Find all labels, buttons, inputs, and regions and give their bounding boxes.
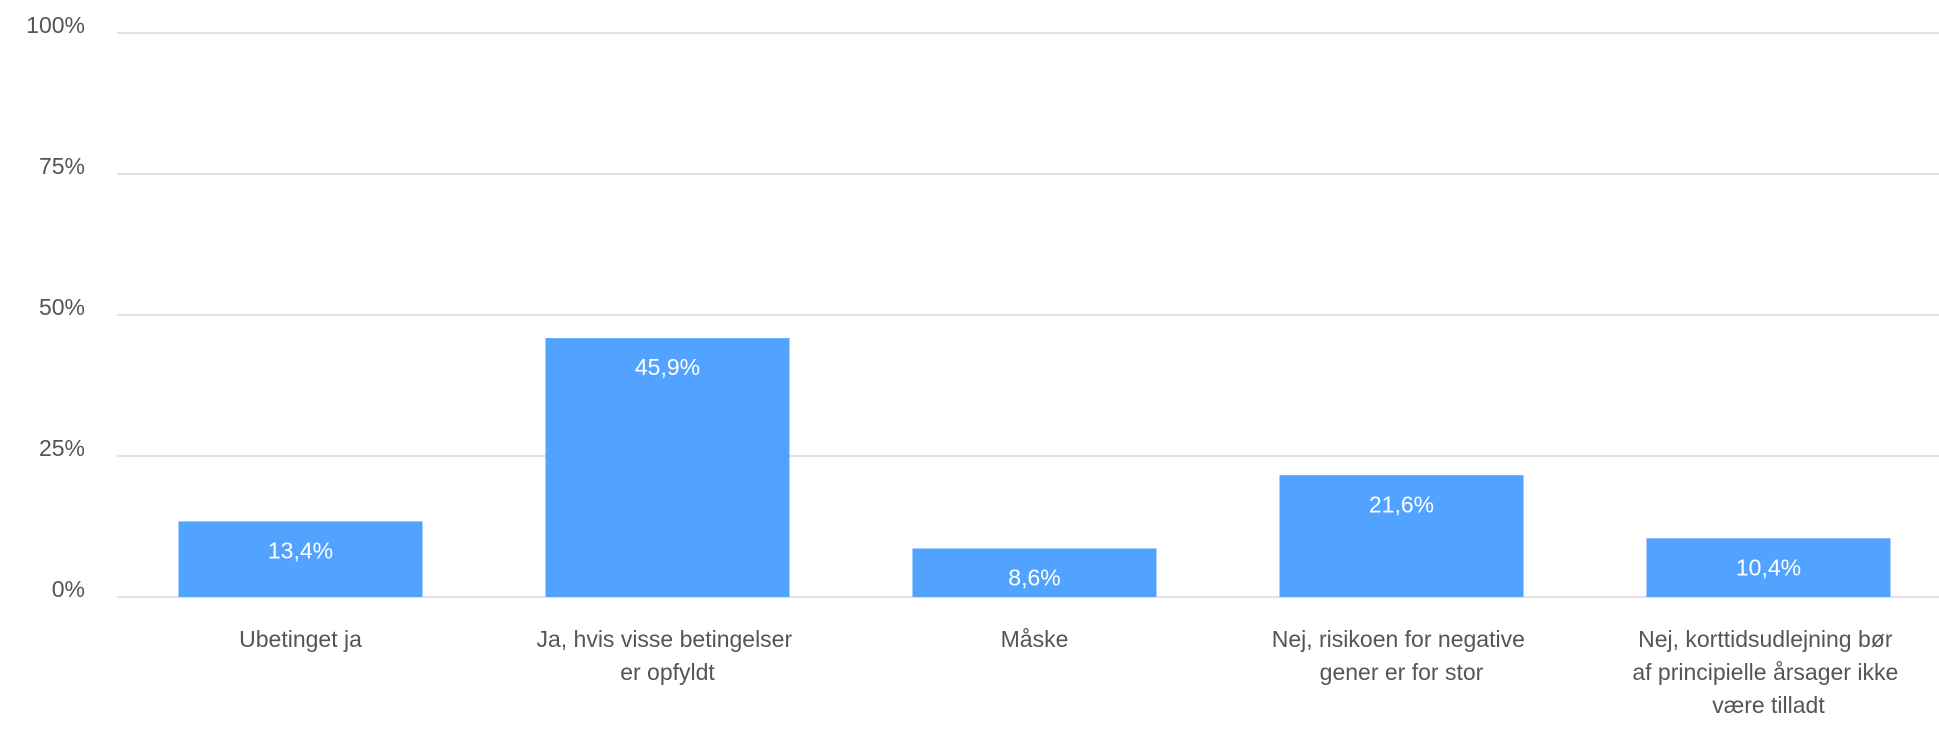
bar [912, 548, 1157, 597]
x-tick-label: Nej, risikoen for negative gener er for … [1272, 626, 1532, 685]
x-tick-label: Ubetinget ja [239, 626, 362, 652]
value-label: 13,4% [268, 538, 333, 564]
x-tick-label: Ja, hvis visse betingelser er opfyldt [536, 626, 798, 685]
x-tick-label: Måske [1001, 626, 1069, 652]
value-label: 8,6% [1008, 565, 1060, 591]
value-label: 10,4% [1736, 554, 1801, 580]
bar [545, 338, 790, 597]
bar [178, 521, 423, 597]
y-tick-label: 0% [52, 576, 85, 602]
value-label: 21,6% [1369, 491, 1434, 517]
y-tick-label: 25% [39, 435, 85, 461]
y-tick-label: 50% [39, 294, 85, 320]
bar [1279, 475, 1524, 597]
value-label: 45,9% [635, 354, 700, 380]
bar [1646, 538, 1891, 597]
y-tick-label: 100% [26, 12, 85, 38]
y-tick-label: 75% [39, 153, 85, 179]
x-tick-label: Nej, korttidsudlejning bør af principiel… [1632, 626, 1904, 718]
